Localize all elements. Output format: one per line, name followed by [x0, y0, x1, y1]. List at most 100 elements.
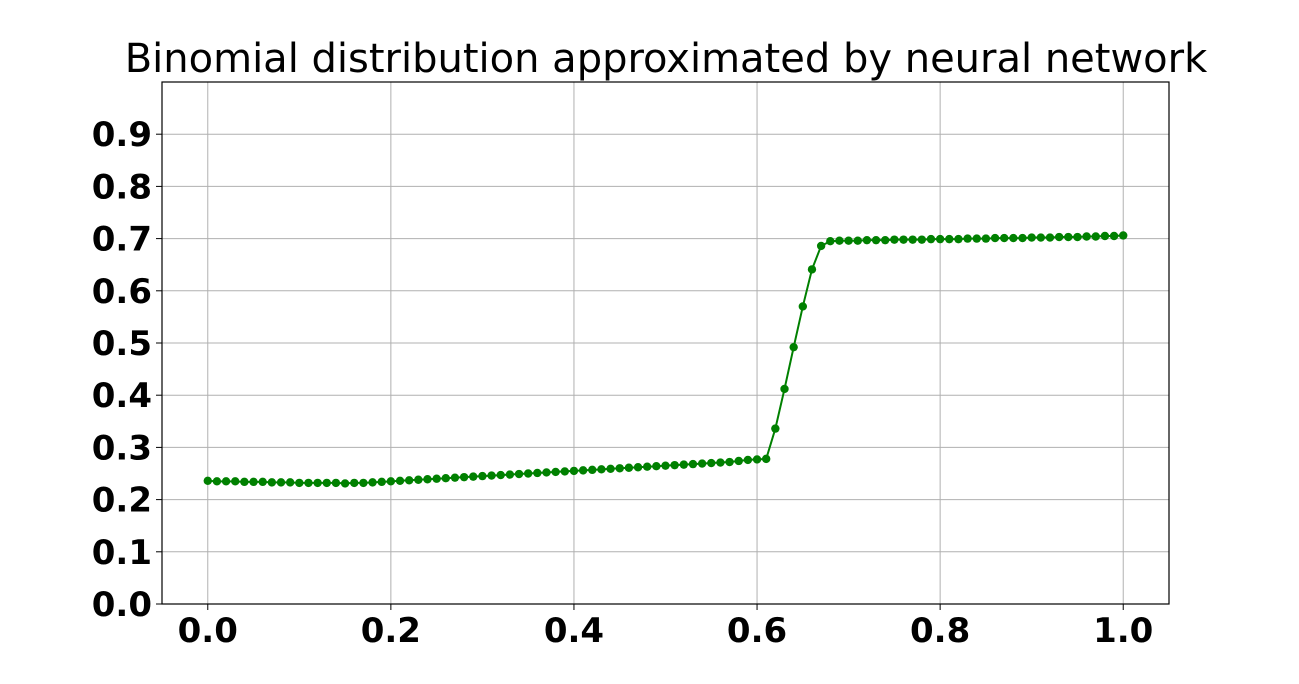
- data-point: [322, 478, 331, 488]
- data-point: [917, 235, 927, 244]
- data-point: [844, 236, 853, 245]
- data-point: [276, 478, 286, 487]
- data-point: [688, 459, 698, 469]
- x-tick-label: 1.0: [1093, 611, 1153, 651]
- data-point: [459, 472, 469, 482]
- data-point: [963, 234, 972, 243]
- data-point: [240, 477, 249, 487]
- data-point: [1100, 231, 1110, 241]
- x-tick-label: 0.0: [178, 611, 238, 651]
- data-point: [1064, 232, 1073, 242]
- data-point: [212, 477, 222, 486]
- data-point: [624, 463, 634, 472]
- series-layer: [203, 231, 1128, 488]
- data-point: [935, 234, 945, 244]
- data-point: [881, 235, 890, 245]
- data-point: [340, 479, 350, 488]
- y-tick-label: 0.6: [92, 272, 152, 312]
- data-point: [523, 469, 533, 478]
- data-point: [734, 456, 743, 466]
- data-point: [258, 477, 267, 487]
- y-tick-label: 0.2: [92, 481, 152, 521]
- data-point: [514, 469, 524, 479]
- data-point: [743, 455, 753, 465]
- data-point: [908, 235, 917, 244]
- y-axis-ticks: 0.0 0.1 0.2 0.3 0.4 0.5 0.6 0.7 0.8 0.9: [92, 115, 162, 625]
- data-point: [716, 458, 725, 467]
- data-point: [295, 478, 304, 488]
- data-point: [762, 454, 771, 464]
- x-tick-label: 0.2: [361, 611, 421, 651]
- y-tick-label: 0.7: [92, 220, 152, 260]
- data-point: [771, 424, 780, 433]
- data-point: [661, 461, 670, 470]
- data-point: [1036, 233, 1046, 242]
- x-tick-label: 0.8: [910, 611, 970, 651]
- data-point: [267, 478, 277, 487]
- data-point: [542, 468, 551, 477]
- data-point: [1091, 232, 1100, 241]
- data-point: [707, 458, 716, 468]
- data-point: [432, 474, 441, 483]
- data-point: [945, 234, 954, 244]
- x-tick-label: 0.4: [544, 611, 604, 651]
- data-point: [505, 470, 515, 479]
- data-point: [496, 470, 505, 480]
- data-point: [404, 476, 414, 485]
- data-point: [423, 475, 432, 484]
- data-point: [1027, 233, 1036, 242]
- data-point: [414, 475, 423, 484]
- data-point: [670, 460, 679, 470]
- data-point: [331, 478, 341, 488]
- data-point: [1054, 232, 1064, 242]
- x-tick-label: 0.6: [727, 611, 787, 651]
- data-point: [1073, 232, 1082, 242]
- data-point: [551, 467, 560, 477]
- data-point: [221, 477, 231, 486]
- data-point: [249, 477, 258, 487]
- data-point: [642, 462, 652, 471]
- data-point: [780, 384, 789, 394]
- data-point: [304, 478, 313, 488]
- data-point: [1045, 233, 1055, 242]
- series-line: [207, 234, 1124, 485]
- data-point: [533, 468, 542, 478]
- data-point: [807, 265, 817, 274]
- data-point: [203, 476, 212, 486]
- data-point: [368, 478, 377, 487]
- data-point: [954, 234, 963, 244]
- data-point: [359, 478, 368, 488]
- data-point: [1000, 233, 1009, 243]
- data-point: [441, 474, 450, 483]
- data-point: [1018, 233, 1027, 243]
- data-point: [633, 463, 643, 472]
- data-point: [853, 236, 862, 245]
- data-point: [899, 235, 908, 244]
- data-point: [377, 477, 386, 487]
- data-point: [835, 236, 844, 245]
- data-point: [350, 478, 359, 488]
- data-point: [826, 237, 835, 246]
- data-point: [725, 457, 734, 467]
- data-point: [469, 472, 478, 481]
- data-point: [560, 467, 569, 476]
- data-point: [1082, 232, 1091, 241]
- y-tick-label: 0.3: [92, 428, 152, 468]
- data-point: [569, 466, 579, 476]
- data-point: [1109, 231, 1119, 241]
- data-point: [679, 460, 689, 469]
- data-point: [697, 459, 707, 468]
- y-tick-label: 0.1: [92, 533, 152, 573]
- data-point: [597, 465, 606, 474]
- chart-title: Binomial distribution approximated by ne…: [125, 36, 1208, 82]
- data-point: [231, 477, 240, 486]
- data-point: [285, 478, 295, 487]
- data-point: [652, 461, 661, 471]
- data-point: [450, 473, 460, 482]
- data-point: [972, 234, 981, 243]
- x-axis-ticks: 0.0 0.2 0.4 0.6 0.8 1.0: [178, 604, 1153, 651]
- data-point: [615, 464, 624, 473]
- data-point: [926, 234, 936, 244]
